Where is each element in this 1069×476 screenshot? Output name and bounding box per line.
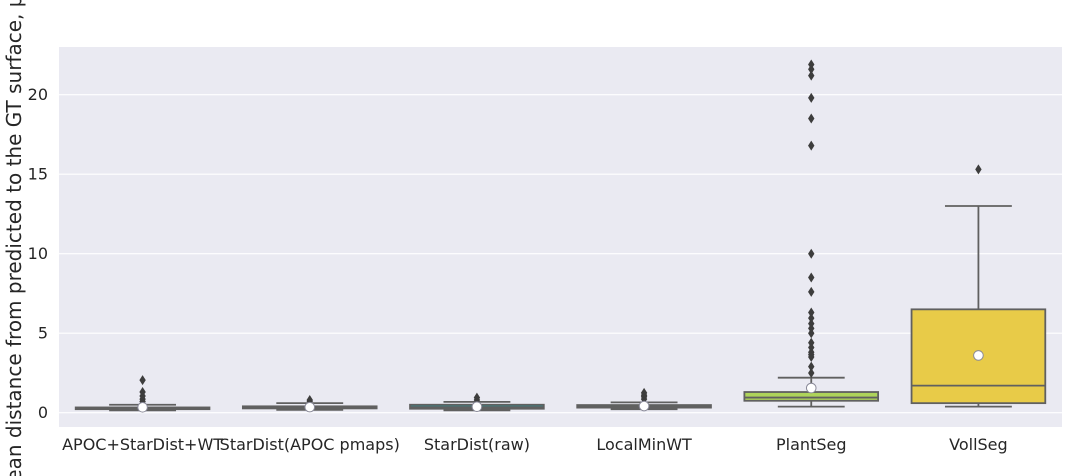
mean-marker: [638, 400, 650, 412]
mean-marker: [304, 401, 316, 413]
y-tick-labels: 0 5 10 15 20: [28, 85, 48, 422]
y-tick-label: 20: [28, 85, 48, 104]
outlier-point: [808, 59, 815, 70]
outlier-point: [808, 92, 815, 103]
y-tick-label: 10: [28, 244, 48, 263]
outlier-point: [808, 140, 815, 151]
outlier-point: [808, 248, 815, 259]
y-tick-label: 15: [28, 165, 48, 184]
outlier-point: [808, 272, 815, 283]
gridlines: [59, 94, 1062, 414]
y-tick-label: 5: [38, 324, 48, 343]
outlier-point: [808, 367, 815, 378]
x-tick-label: VollSeg: [949, 435, 1008, 454]
outlier-point: [808, 307, 815, 318]
outlier-point: [808, 70, 815, 81]
outlier-point: [808, 313, 815, 324]
outlier-point: [139, 387, 146, 398]
outlier-point: [808, 361, 815, 372]
outlier-point: [139, 375, 146, 386]
x-tick-label: StarDist(raw): [424, 435, 530, 454]
outlier-point: [808, 286, 815, 297]
x-tick-label: APOC+StarDist+WT: [62, 435, 223, 454]
plot-area: [59, 47, 1062, 427]
outlier-point: [808, 113, 815, 124]
mean-marker: [973, 350, 984, 361]
outlier-point: [473, 392, 481, 403]
x-tick-label: LocalMinWT: [596, 435, 692, 454]
mean-marker: [805, 382, 817, 394]
outlier-point: [808, 337, 815, 348]
mean-marker: [471, 401, 483, 412]
mean-marker: [137, 401, 148, 413]
outlier-point: [808, 318, 815, 329]
box-series: [74, 59, 1047, 413]
outlier-point: [640, 387, 648, 398]
y-axis-label: Mean distance from predicted to the GT s…: [2, 0, 26, 476]
x-tick-label: PlantSeg: [776, 435, 846, 454]
y-tick-label: 0: [38, 403, 48, 422]
x-tick-label: StarDist(APOC pmaps): [220, 435, 400, 454]
outlier-point: [975, 164, 982, 175]
